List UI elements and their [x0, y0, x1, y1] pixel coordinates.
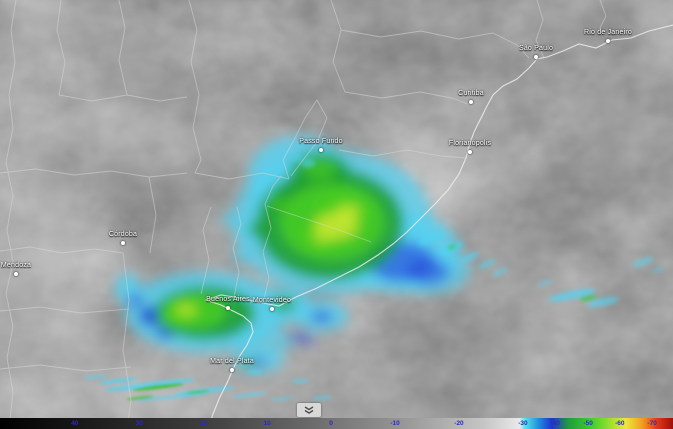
scale-tick-label: -10 [390, 420, 400, 427]
city-dot [121, 241, 125, 245]
scale-toggle-button[interactable] [297, 403, 321, 417]
city-dot [319, 148, 323, 152]
city-dot [469, 100, 473, 104]
city-label[interactable]: Buenos Aires [206, 296, 250, 303]
storm-streaks-bottom [83, 369, 332, 402]
chevrons-down-icon [304, 405, 314, 414]
scale-tick-label: -20 [454, 420, 464, 427]
storm-overlay [115, 136, 470, 373]
city-label[interactable]: Rio de Janeiro [584, 29, 632, 36]
city-dot [226, 306, 230, 310]
scale-tick-label: 20 [199, 420, 207, 427]
city-dot [534, 55, 538, 59]
scale-tick-label: 30 [135, 420, 143, 427]
city-label[interactable]: Córdoba [108, 231, 138, 238]
city-label[interactable]: Curitiba [458, 90, 484, 97]
city-dot [14, 272, 18, 276]
scale-tick-label: -50 [583, 420, 593, 427]
scale-tick-label: 10 [263, 420, 271, 427]
scale-tick-label: 0 [329, 420, 333, 427]
city-label[interactable]: São Paulo [518, 45, 554, 52]
scale-tick-label: 40 [71, 420, 79, 427]
city-dot [468, 150, 472, 154]
scale-tick-label: -70 [647, 420, 657, 427]
coastline [204, 24, 673, 429]
temperature-scale-bar: 40 30 20 10 0 -10 -20 -30 -40 -50 -60 -70 [0, 418, 673, 429]
city-label[interactable]: Passo Fundo [299, 138, 343, 145]
scale-tick-label: -30 [518, 420, 528, 427]
city-dot [270, 307, 274, 311]
storm-arc-fragments [292, 154, 664, 308]
city-dot [606, 39, 610, 43]
scale-tick-label: -40 [550, 420, 560, 427]
city-label[interactable]: Montevideo [252, 297, 292, 304]
city-label[interactable]: Florianópolis [448, 140, 492, 147]
city-label[interactable]: Mar del Plata [210, 358, 254, 365]
city-dot [230, 368, 234, 372]
scale-tick-label: -60 [615, 420, 625, 427]
city-label[interactable]: Mendoza [0, 262, 32, 269]
country-borders [0, 0, 607, 429]
